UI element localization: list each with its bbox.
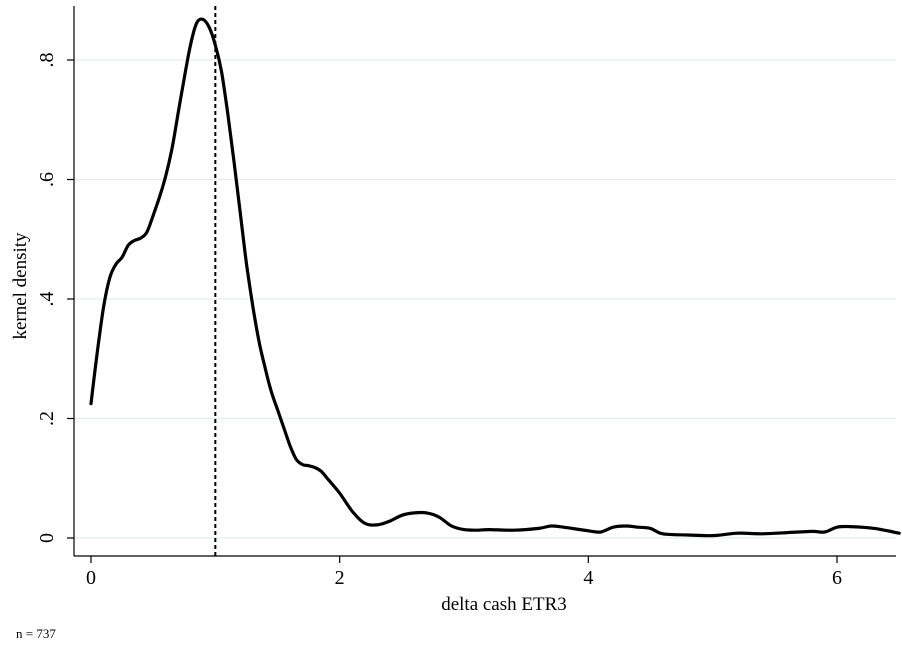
y-tick-label-3: .6 [36,172,58,187]
sample-size-note: n = 737 [16,626,56,641]
y-tick-label-1: .2 [36,411,58,426]
y-tick-label-0: 0 [36,533,58,543]
x-tick-label-0: 0 [86,567,96,589]
y-tick-label-2: .4 [36,292,58,307]
x-axis-title: delta cash ETR3 [441,594,567,615]
axis-ticks: 0 2 4 6 0 .2 .4 .6 .8 [36,53,842,590]
grid-lines [74,59,896,539]
x-tick-label-1: 2 [335,567,345,589]
y-axis-title: kernel density [10,232,31,340]
x-tick-label-3: 6 [832,567,842,589]
x-tick-label-2: 4 [583,567,593,589]
series-line-kernel-density [89,17,901,538]
y-tick-label-4: .8 [36,53,58,68]
